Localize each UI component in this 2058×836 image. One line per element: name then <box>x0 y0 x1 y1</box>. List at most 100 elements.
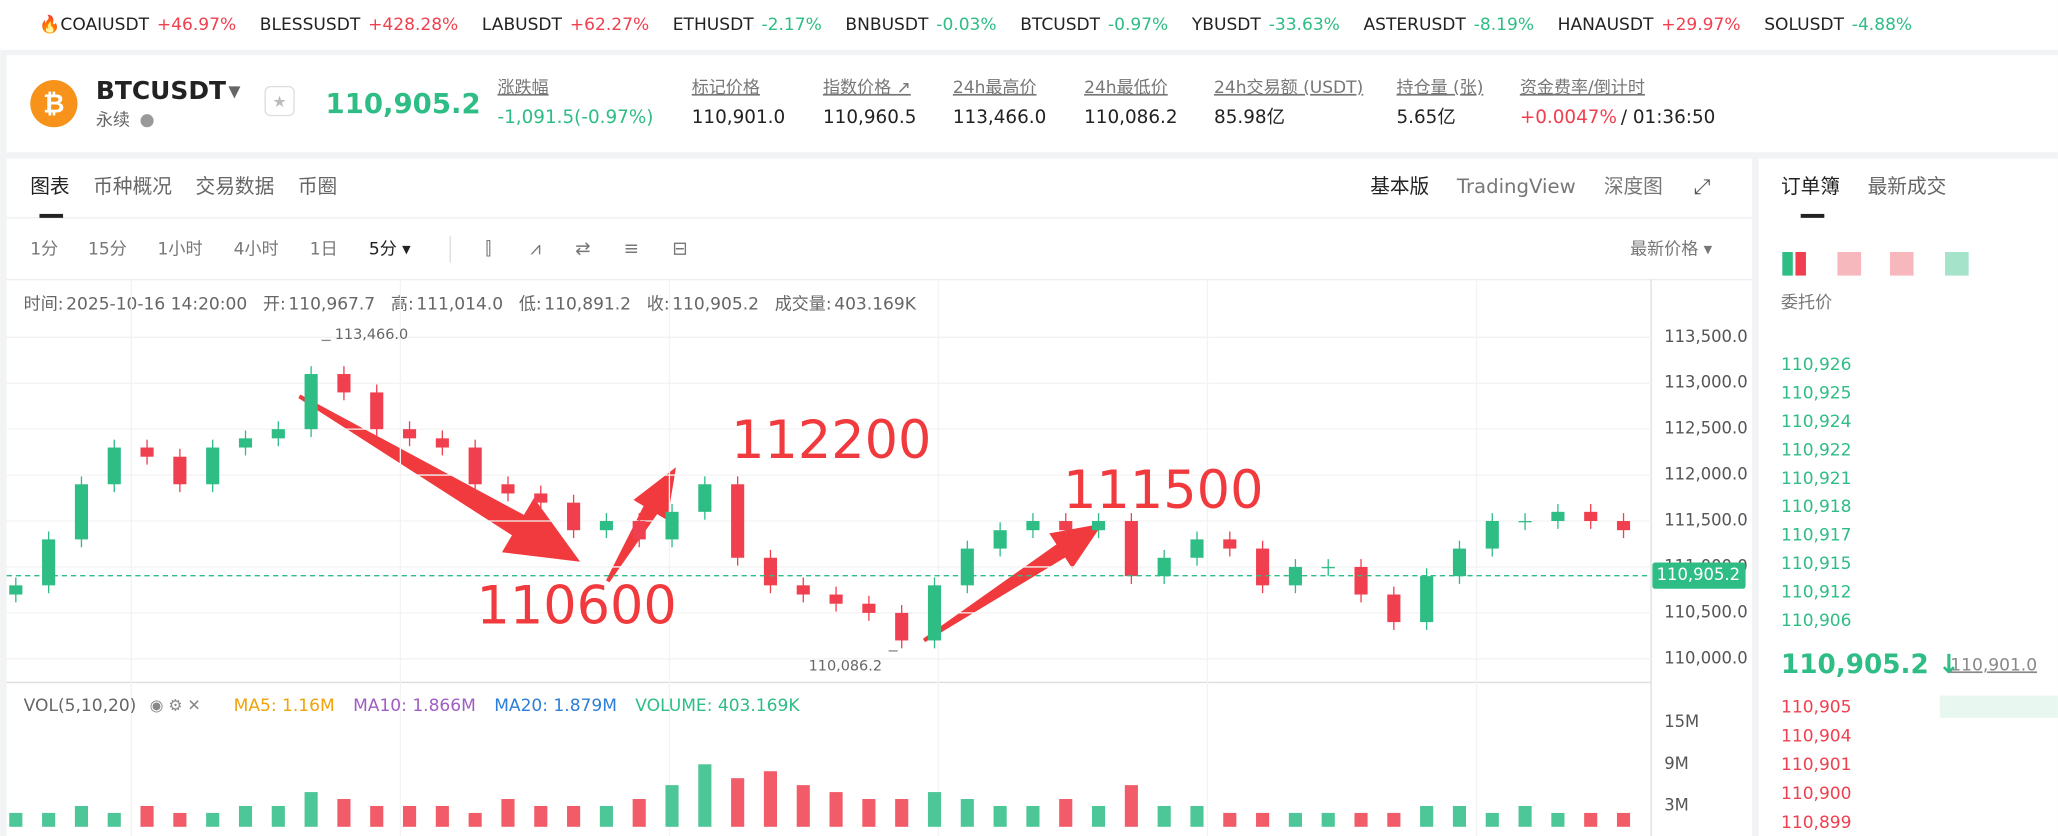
info-label: 低: <box>519 294 542 314</box>
volume-legend: MA10: 1.866M <box>353 696 476 716</box>
mode[interactable] <box>1837 251 1862 276</box>
fullscreen[interactable]: ⤢ <box>1694 175 1711 199</box>
y-tick-label: 112,000.0 <box>1664 465 1747 484</box>
orderbook-tab[interactable]: 订单簿 <box>1781 175 1840 198</box>
orderbook-modes <box>1782 251 1969 276</box>
tool[interactable]: ⇄ <box>575 238 590 259</box>
annotation: 110600 <box>476 576 676 637</box>
favorite[interactable] <box>264 85 295 117</box>
candle <box>665 511 679 540</box>
bid-price: 110,905 <box>1781 697 1852 717</box>
volume-bar <box>1157 805 1171 827</box>
btc-icon <box>30 80 78 128</box>
ticker-change: -8.19% <box>1474 15 1534 35</box>
star: ★ <box>273 92 287 111</box>
tab[interactable]: 币种概况 <box>93 175 172 198</box>
ticker-change: -0.97% <box>1108 15 1168 35</box>
candle <box>304 374 318 430</box>
view-tab[interactable]: 深度图 <box>1604 175 1663 198</box>
candle <box>1485 521 1499 549</box>
interval[interactable]: 1分 <box>30 239 58 259</box>
candle <box>1223 539 1237 549</box>
candle <box>1190 539 1204 558</box>
candle <box>1452 548 1467 577</box>
ask-price: 110,912 <box>1781 583 1852 603</box>
volume-bar <box>337 799 351 827</box>
volume-bar <box>402 805 417 827</box>
active-tab <box>39 213 64 218</box>
tool[interactable]: ≡ <box>624 238 639 259</box>
volume-bar <box>960 799 974 827</box>
mode[interactable] <box>1889 251 1914 276</box>
y-tick-label: 111,500.0 <box>1664 511 1747 530</box>
interval[interactable]: 1日 <box>310 239 338 259</box>
vol-tick-label: 3M <box>1664 795 1689 814</box>
stat-value: / 01:36:50 <box>1621 107 1715 128</box>
ticker-change: +428.28% <box>368 15 458 35</box>
ticker-symbol: ASTERUSDT <box>1364 15 1467 35</box>
interval[interactable]: 1小时 <box>158 239 203 259</box>
tool[interactable]: ⩘ <box>530 238 540 259</box>
orderbook-tab[interactable]: 最新成交 <box>1868 175 1947 198</box>
contract-type: 永续 <box>96 111 130 131</box>
stat-label: 资金费率/倒计时 <box>1520 78 1645 98</box>
candle <box>370 392 384 430</box>
orderbook-mark: 110,901.0 <box>1950 655 2037 675</box>
ticker-symbol: ETHUSDT <box>673 15 754 35</box>
volume-bar <box>796 785 810 827</box>
volume-bar <box>829 792 843 827</box>
view-tab[interactable]: 基本版 <box>1370 175 1429 198</box>
active-tab <box>1800 213 1825 218</box>
tab[interactable]: 币圈 <box>298 175 337 198</box>
candle <box>1091 521 1106 531</box>
candle <box>1256 548 1270 586</box>
candle <box>435 438 449 448</box>
stat-value: 113,466.0 <box>953 107 1046 128</box>
volume-bar <box>567 805 581 827</box>
candle <box>829 594 843 604</box>
candle <box>74 484 89 540</box>
candle <box>1059 521 1073 531</box>
hot-icon: 🔥 <box>39 14 60 35</box>
tool[interactable]: ⊟ <box>672 238 687 259</box>
volume-legend: MA20: 1.879M <box>494 696 617 716</box>
arrow <box>298 394 581 562</box>
info-value: 110,967.7 <box>288 294 375 314</box>
tab[interactable]: 交易数据 <box>196 175 275 198</box>
volume-bar <box>1091 805 1106 827</box>
volume-bar <box>895 799 909 827</box>
candle <box>107 447 121 485</box>
info-value: 110,905.2 <box>672 294 759 314</box>
candle <box>42 539 56 586</box>
interval[interactable]: 4小时 <box>234 239 279 259</box>
volume-bar <box>435 805 449 827</box>
interval[interactable]: 5分 ▾ <box>369 239 411 259</box>
dropdown[interactable]: ▼ <box>228 81 241 100</box>
volume-bar <box>1354 812 1368 827</box>
info-label: 高: <box>391 294 414 314</box>
price-type[interactable]: 最新价格 ▾ <box>1630 239 1713 259</box>
candle <box>1420 576 1434 623</box>
candle <box>271 429 285 439</box>
stat-label: 24h最高价 <box>953 78 1037 98</box>
mode[interactable] <box>1782 251 1793 276</box>
ticker-change: +29.97% <box>1661 15 1740 35</box>
candle <box>862 603 876 613</box>
candle <box>698 484 712 512</box>
tool[interactable]: ⫿ <box>485 238 491 259</box>
ask-price: 110,917 <box>1781 526 1852 546</box>
interval[interactable]: 15分 <box>88 239 127 259</box>
mode[interactable] <box>1795 251 1806 276</box>
ask-price: 110,922 <box>1781 440 1852 460</box>
low-label: 110,086.2 <box>809 659 882 675</box>
volume-bar <box>9 812 23 827</box>
view-tab[interactable]: TradingView <box>1456 175 1576 198</box>
tab[interactable]: 图表 <box>30 175 70 198</box>
ticker-symbol: BLESSUSDT <box>260 15 361 35</box>
volume-bar <box>1288 812 1302 827</box>
mode[interactable] <box>1945 251 1969 276</box>
ticker-symbol: YBUSDT <box>1191 15 1262 35</box>
volume-bar <box>271 805 285 827</box>
info-value: 403.169K <box>834 294 916 314</box>
ticker-symbol: BTCUSDT <box>1020 15 1100 35</box>
